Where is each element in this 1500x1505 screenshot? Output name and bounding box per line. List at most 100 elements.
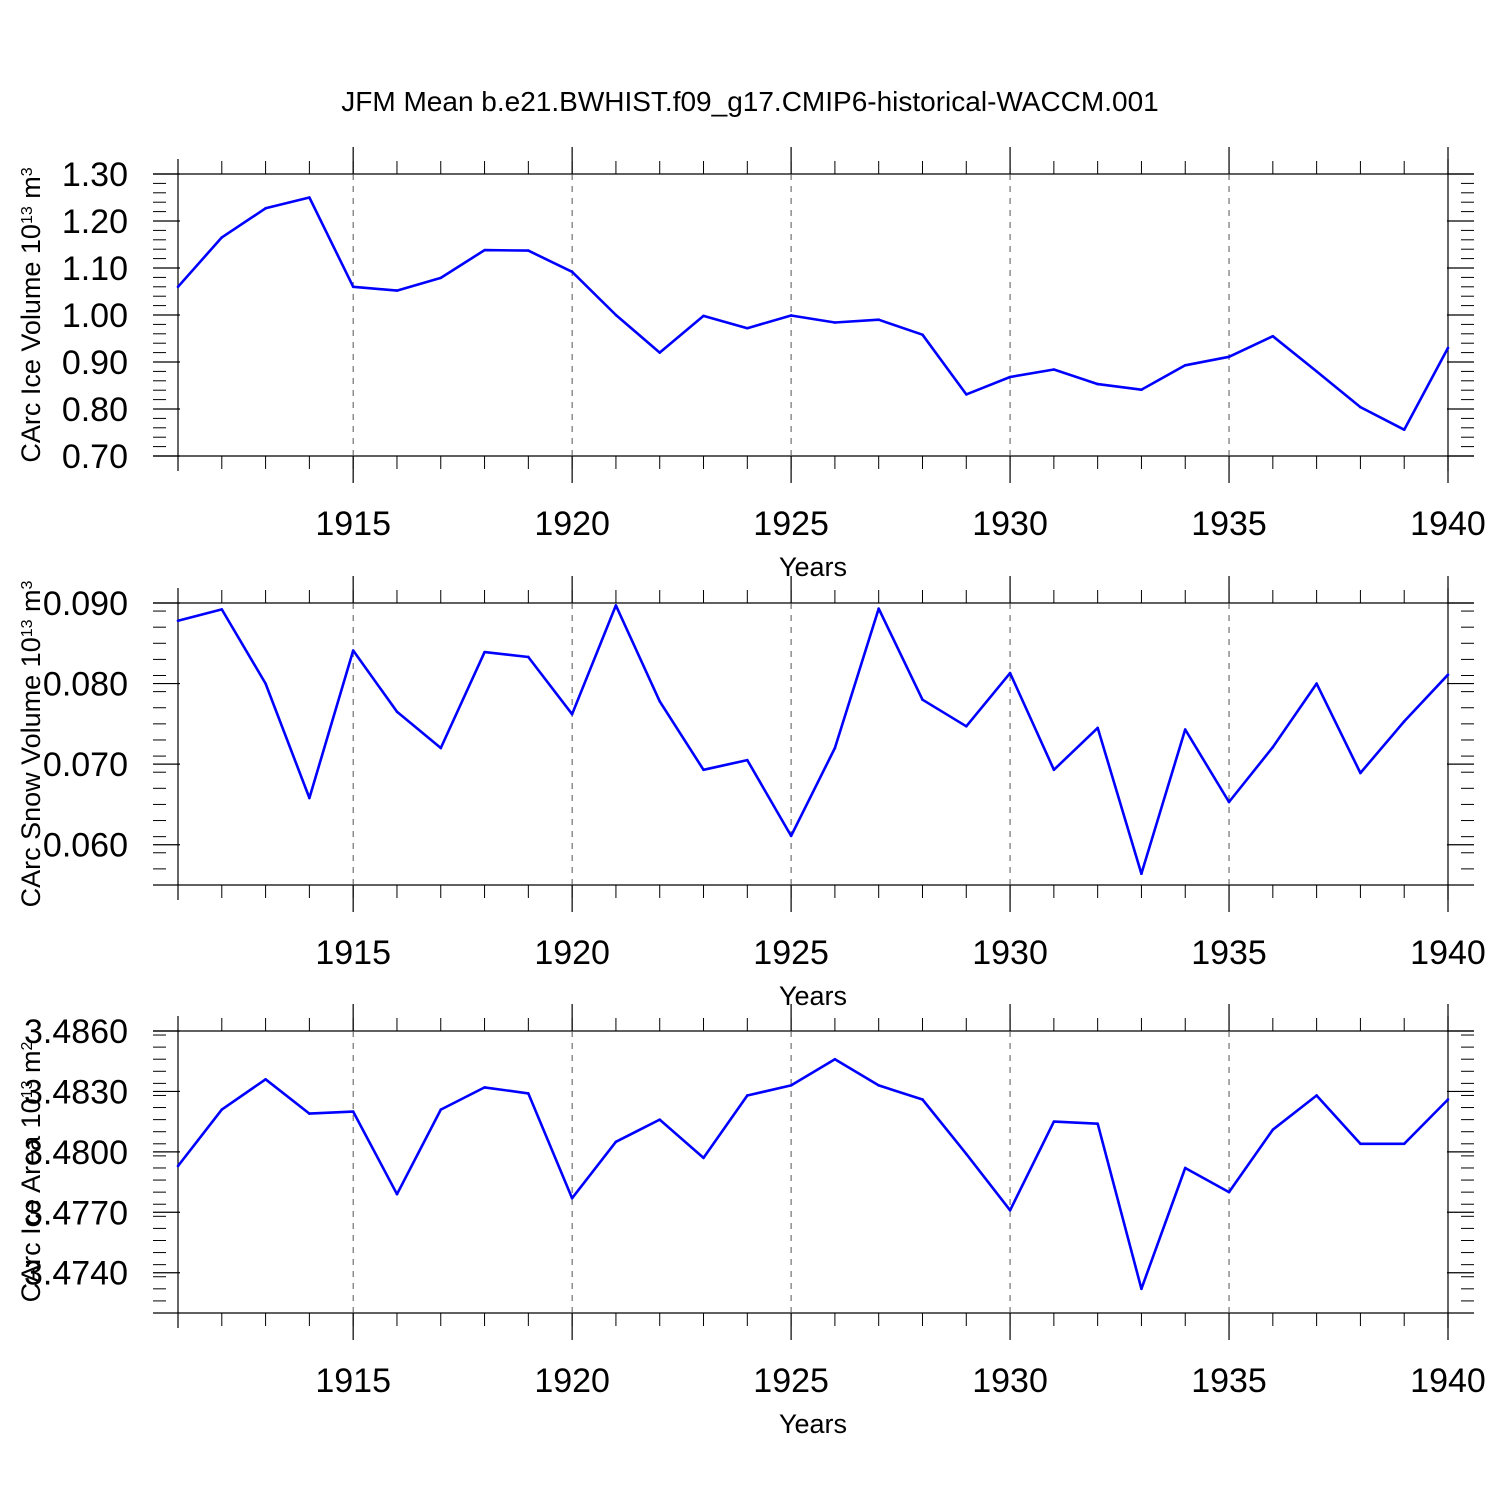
data-point bbox=[614, 604, 618, 607]
y-tick-label: 0.080 bbox=[43, 666, 128, 704]
data-point bbox=[264, 682, 267, 685]
x-tick-label: 1920 bbox=[534, 934, 610, 972]
data-point bbox=[614, 1140, 618, 1144]
data-point bbox=[483, 650, 486, 654]
data-point bbox=[833, 746, 837, 750]
data-point bbox=[176, 285, 180, 289]
data-point bbox=[1052, 1120, 1056, 1123]
data-point bbox=[1446, 673, 1450, 677]
x-tick-label: 1940 bbox=[1410, 934, 1486, 972]
data-point bbox=[614, 313, 618, 317]
x-tick-label: 1935 bbox=[1191, 1362, 1267, 1400]
y-tick-label: 0.090 bbox=[43, 585, 128, 623]
data-point bbox=[921, 333, 924, 337]
data-point bbox=[702, 768, 705, 772]
data-point bbox=[1359, 771, 1362, 775]
series-line bbox=[177, 604, 1449, 876]
x-axis-label: Years bbox=[779, 1409, 847, 1439]
data-point bbox=[308, 196, 311, 199]
data-point bbox=[921, 1098, 924, 1101]
data-point bbox=[1359, 405, 1362, 409]
y-axis-label: CArc Snow Volume 1013 m3 bbox=[16, 580, 46, 907]
y-tick-label: 3.4800 bbox=[24, 1134, 128, 1172]
data-point bbox=[1271, 745, 1275, 749]
data-point bbox=[1140, 388, 1143, 392]
y-tick-label: 1.20 bbox=[62, 203, 128, 241]
data-point bbox=[1227, 1190, 1231, 1194]
data-point bbox=[1446, 1098, 1450, 1101]
y-axis-label: CArc Ice Area 1013 m2 bbox=[16, 1042, 46, 1303]
x-tick-label: 1920 bbox=[534, 1362, 610, 1400]
x-tick-label: 1915 bbox=[315, 505, 391, 543]
data-point bbox=[658, 351, 662, 354]
x-tick-label: 1930 bbox=[972, 934, 1048, 972]
data-point bbox=[1096, 1122, 1099, 1125]
y-tick-label: 1.00 bbox=[62, 297, 128, 335]
data-point bbox=[527, 1092, 530, 1095]
x-tick-label: 1940 bbox=[1410, 1362, 1486, 1400]
data-point bbox=[439, 276, 443, 280]
data-point bbox=[1402, 428, 1406, 431]
data-point bbox=[1096, 382, 1099, 386]
data-point bbox=[570, 712, 574, 716]
data-point bbox=[833, 321, 837, 324]
data-point bbox=[964, 724, 968, 728]
y-tick-label: 3.4740 bbox=[24, 1255, 128, 1293]
data-point bbox=[658, 699, 662, 703]
data-point bbox=[264, 207, 267, 210]
data-point bbox=[702, 1156, 705, 1160]
x-tick-label: 1940 bbox=[1410, 505, 1486, 543]
data-point bbox=[220, 608, 224, 611]
x-tick-label: 1930 bbox=[972, 505, 1048, 543]
data-point bbox=[1271, 334, 1275, 338]
data-point bbox=[789, 1084, 793, 1087]
panel-2: 1915 1920 1925 1930 1935 1940 0.060 0.070 0.080 0… bbox=[16, 576, 1486, 1011]
data-point bbox=[1271, 1128, 1275, 1131]
data-point bbox=[1096, 726, 1099, 730]
data-point bbox=[877, 607, 880, 610]
y-tick-label: 0.70 bbox=[62, 438, 128, 476]
data-point bbox=[1315, 370, 1318, 373]
data-point bbox=[877, 1084, 880, 1087]
data-point bbox=[395, 1192, 399, 1196]
y-tick-label: 1.30 bbox=[62, 156, 128, 194]
data-point bbox=[964, 393, 968, 396]
data-point bbox=[1183, 363, 1187, 367]
x-tick-label: 1925 bbox=[753, 1362, 829, 1400]
x-axis-label: Years bbox=[779, 981, 847, 1011]
x-tick-label: 1920 bbox=[534, 505, 610, 543]
y-tick-label: 3.4770 bbox=[24, 1194, 128, 1232]
data-point bbox=[789, 314, 793, 317]
y-tick-label: 0.90 bbox=[62, 344, 128, 382]
data-point bbox=[483, 1086, 486, 1089]
data-point bbox=[220, 1108, 224, 1111]
data-point bbox=[570, 270, 574, 274]
data-point bbox=[964, 1152, 968, 1156]
data-point bbox=[220, 236, 224, 239]
data-point bbox=[1183, 1166, 1187, 1170]
data-point bbox=[570, 1196, 574, 1200]
data-point bbox=[877, 318, 880, 322]
series-line bbox=[176, 1057, 1449, 1291]
data-point bbox=[1402, 720, 1406, 723]
data-point bbox=[921, 698, 924, 701]
data-point bbox=[351, 285, 355, 289]
y-tick-label: 3.4860 bbox=[24, 1013, 128, 1051]
figure-title: JFM Mean b.e21.BWHIST.f09_g17.CMIP6-hist… bbox=[341, 86, 1158, 117]
data-point bbox=[1052, 368, 1056, 371]
y-tick-label: 0.060 bbox=[43, 827, 128, 865]
data-point bbox=[1008, 375, 1012, 379]
data-point bbox=[1446, 346, 1450, 350]
data-point bbox=[1140, 872, 1143, 876]
y-tick-label: 0.070 bbox=[43, 746, 128, 784]
data-point bbox=[833, 1057, 837, 1061]
data-point bbox=[1227, 800, 1231, 804]
x-axis-label: Years bbox=[779, 552, 847, 582]
x-tick-label: 1915 bbox=[315, 1362, 391, 1400]
data-point bbox=[1008, 671, 1012, 675]
data-point bbox=[264, 1078, 267, 1081]
data-point bbox=[1140, 1287, 1143, 1291]
data-point bbox=[483, 248, 486, 252]
x-tick-label: 1930 bbox=[972, 1362, 1048, 1400]
